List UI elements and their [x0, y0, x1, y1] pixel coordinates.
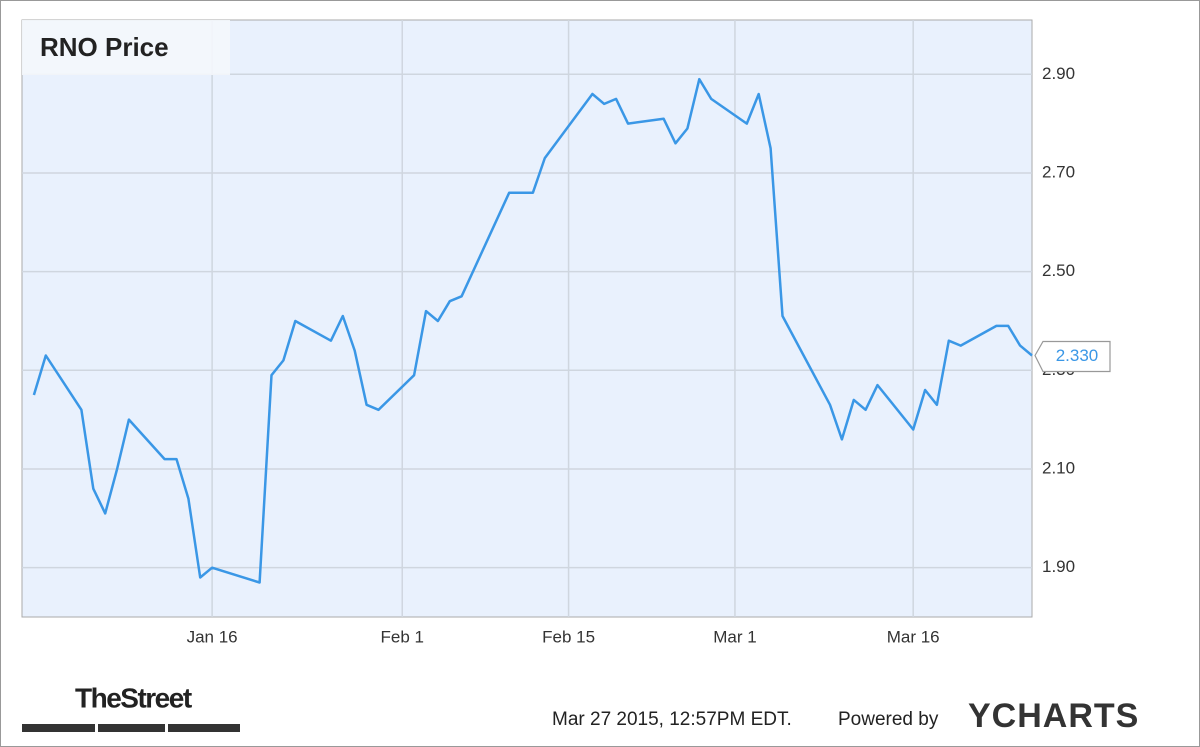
y-tick-label: 2.70 — [1042, 162, 1075, 181]
x-tick-label: Feb 15 — [542, 627, 595, 646]
chart-title: RNO Price — [40, 32, 169, 62]
x-tick-label: Mar 16 — [887, 627, 940, 646]
y-tick-label: 2.90 — [1042, 64, 1075, 83]
x-tick-label: Feb 1 — [380, 627, 423, 646]
logo-bar — [22, 724, 95, 732]
grid — [22, 20, 1032, 617]
footer: TheStreet Mar 27 2015, 12:57PM EDT. Powe… — [22, 682, 1139, 735]
value-callout — [1034, 340, 1111, 373]
timestamp: Mar 27 2015, 12:57PM EDT. — [552, 709, 792, 730]
powered-by: Powered by — [838, 709, 939, 730]
logo-bar — [98, 724, 165, 732]
logo: TheStreet — [75, 682, 192, 713]
x-tick-label: Mar 1 — [713, 627, 756, 646]
y-tick-label: 1.90 — [1042, 557, 1075, 576]
y-tick-label: 2.50 — [1042, 261, 1075, 280]
brand: YCHARTS — [968, 697, 1139, 735]
plot-area — [21, 19, 1033, 618]
value-label: 2.330 — [1056, 346, 1099, 365]
marks — [32, 77, 1033, 584]
title-box — [22, 20, 230, 75]
price-line — [32, 77, 1033, 584]
y-tick-label: 2.10 — [1042, 458, 1075, 477]
logo-bar — [168, 724, 240, 732]
x-tick-label: Jan 16 — [187, 627, 238, 646]
